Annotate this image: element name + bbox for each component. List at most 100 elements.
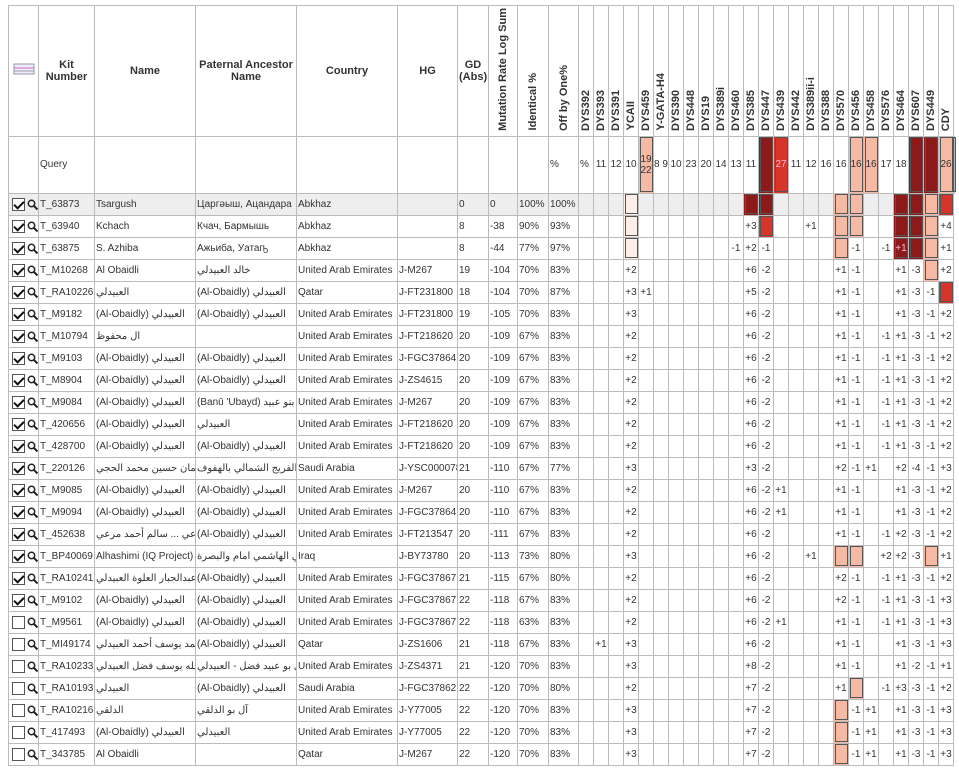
search-icon[interactable] (27, 221, 38, 233)
search-icon[interactable] (27, 265, 38, 277)
marker-cell (833, 698, 849, 722)
checkbox[interactable] (12, 505, 25, 519)
search-icon[interactable] (27, 375, 38, 387)
marker-value: -1 (851, 286, 861, 298)
search-icon[interactable] (27, 529, 38, 541)
checkbox[interactable] (12, 747, 25, 761)
checkbox[interactable] (12, 571, 25, 585)
country-cell: United Arab Emirates (296, 500, 398, 524)
search-icon[interactable] (27, 661, 38, 673)
marker-cell: -1 (878, 566, 894, 590)
marker-cell (863, 236, 879, 260)
search-icon[interactable] (27, 573, 38, 585)
marker-cell (698, 588, 714, 612)
marker-cell (653, 588, 669, 612)
marker-value: +2 (940, 352, 952, 364)
checkbox[interactable] (12, 659, 25, 673)
checkbox[interactable] (12, 263, 25, 277)
identical-cell: 73% (517, 544, 549, 568)
checkbox[interactable] (12, 681, 25, 695)
marker-cell (788, 412, 804, 436)
marker-cell: +1 (833, 610, 849, 634)
result-row: T_M10268 Al Obaidli خالد العبيدلي United Ar… (8, 258, 955, 282)
country-cell: Qatar (296, 632, 398, 656)
marker-cell: 23 (683, 135, 699, 194)
marker-cell (908, 135, 924, 194)
checkbox[interactable] (12, 549, 25, 563)
search-icon[interactable] (27, 683, 38, 695)
marker-value: -3 (911, 682, 921, 694)
marker-cell (878, 280, 894, 304)
checkbox[interactable] (12, 329, 25, 343)
search-icon[interactable] (27, 639, 38, 651)
country: United Arab Emirates (298, 352, 393, 364)
gd-cell: 22 (457, 720, 489, 744)
marker-cell (803, 324, 819, 348)
checkbox[interactable] (12, 703, 25, 717)
marker-cell (608, 544, 624, 568)
search-icon[interactable] (27, 551, 38, 563)
country-cell: Qatar (296, 742, 398, 766)
marker-cell (578, 346, 594, 370)
search-icon[interactable] (27, 595, 38, 607)
kit: T_RA10241 (40, 572, 94, 584)
marker-value: +1 (835, 440, 847, 452)
search-icon[interactable] (27, 353, 38, 365)
select-cell (8, 258, 39, 282)
search-icon[interactable] (27, 331, 38, 343)
marker-cell (668, 456, 684, 480)
checkbox[interactable] (12, 241, 25, 255)
mr-cell: -38 (488, 214, 518, 238)
marker-value: +1 (865, 704, 877, 716)
checkbox[interactable] (12, 615, 25, 629)
search-icon[interactable] (27, 617, 38, 629)
search-icon[interactable] (27, 199, 38, 211)
checkbox[interactable] (12, 637, 25, 651)
checkbox[interactable] (12, 593, 25, 607)
marker-cell: -1 (923, 632, 939, 656)
checkbox[interactable] (12, 725, 25, 739)
marker-cell (788, 588, 804, 612)
checkbox[interactable] (12, 351, 25, 365)
search-icon[interactable] (27, 397, 38, 409)
country-cell: United Arab Emirates (296, 610, 398, 634)
marker-cell: -1 (878, 588, 894, 612)
checkbox[interactable] (12, 395, 25, 409)
checkbox[interactable] (12, 527, 25, 541)
checkbox[interactable] (12, 307, 25, 321)
checkbox[interactable] (12, 483, 25, 497)
hg: J-FGC37867 (399, 594, 457, 606)
marker-cell (608, 214, 624, 238)
checkbox[interactable] (12, 461, 25, 475)
marker-cell (713, 434, 729, 458)
checkbox[interactable] (12, 285, 25, 299)
marker-cell (878, 214, 894, 238)
marker-cell (878, 192, 894, 216)
identical: 67% (519, 462, 540, 474)
search-icon[interactable] (27, 749, 38, 761)
marker-cell: -1 (848, 566, 864, 590)
off-by-one: 83% (550, 264, 571, 276)
checkbox[interactable] (12, 373, 25, 387)
marker-cell: 11 (743, 135, 759, 194)
marker-value: +1 (895, 242, 907, 254)
hg-cell: J-YSC0000787 (397, 456, 458, 480)
search-icon[interactable] (27, 309, 38, 321)
search-icon[interactable] (27, 705, 38, 717)
checkbox[interactable] (12, 197, 25, 211)
search-icon[interactable] (27, 485, 38, 497)
search-icon[interactable] (27, 243, 38, 255)
marker-cell: +2 (623, 588, 639, 612)
search-icon[interactable] (27, 463, 38, 475)
marker-cell (863, 522, 879, 546)
checkbox[interactable] (12, 219, 25, 233)
checkbox[interactable] (12, 417, 25, 431)
search-icon[interactable] (27, 507, 38, 519)
search-icon[interactable] (27, 419, 38, 431)
search-icon[interactable] (27, 727, 38, 739)
search-icon[interactable] (27, 287, 38, 299)
checkbox[interactable] (12, 439, 25, 453)
search-icon[interactable] (27, 441, 38, 453)
marker-value: -1 (926, 396, 936, 408)
name-cell: العبيدلي (Al-Obaidly) (94, 390, 196, 414)
